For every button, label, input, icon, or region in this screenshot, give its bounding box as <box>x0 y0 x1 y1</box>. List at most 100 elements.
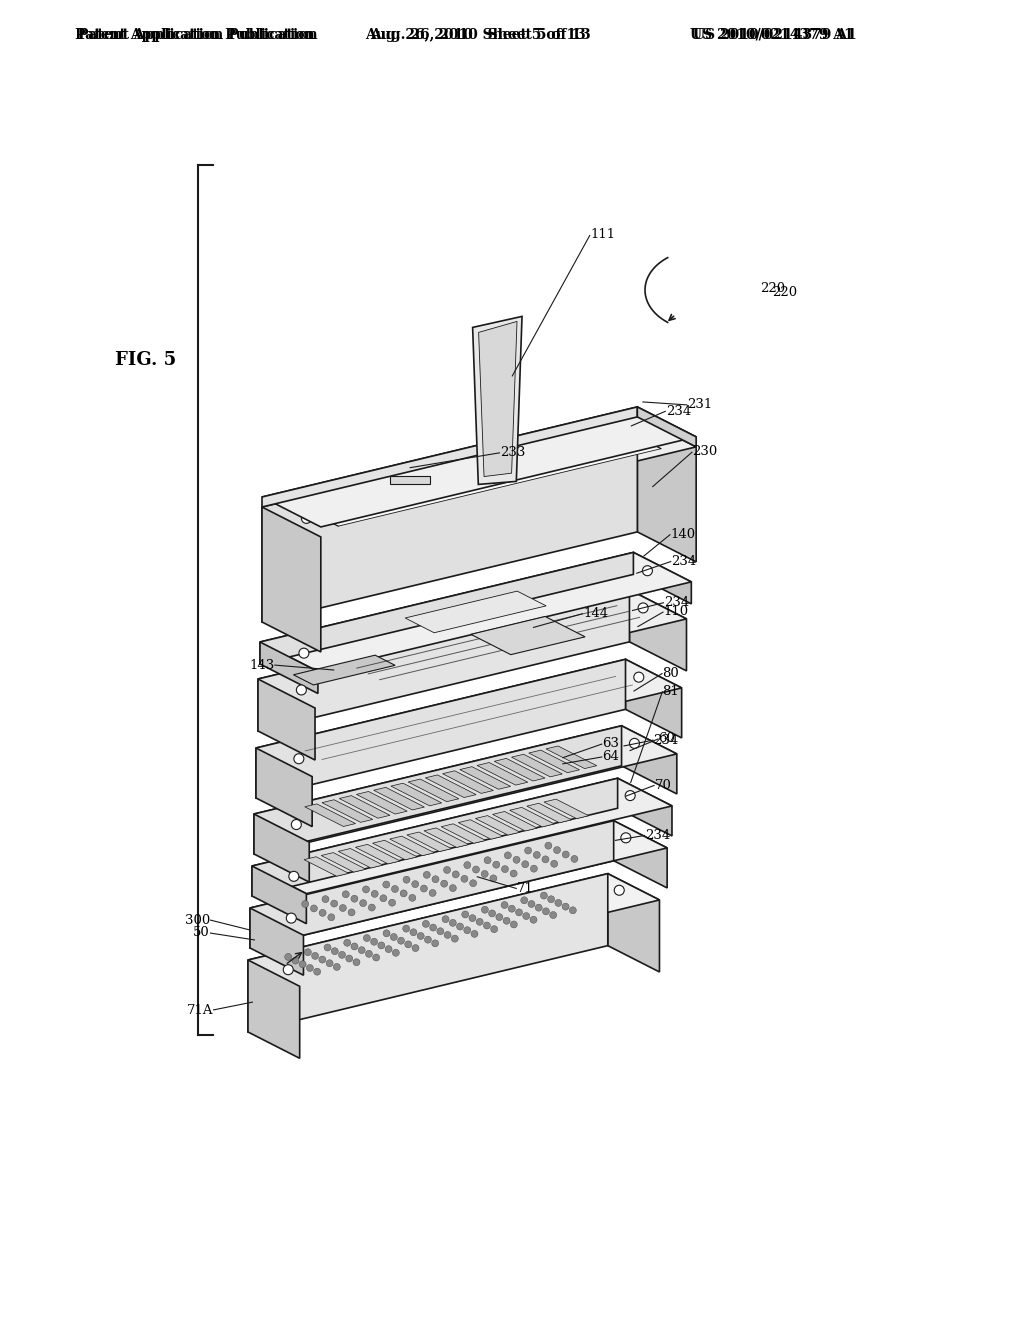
Circle shape <box>294 754 304 764</box>
Text: 234: 234 <box>664 597 689 609</box>
Polygon shape <box>406 591 546 632</box>
Circle shape <box>313 968 321 975</box>
Circle shape <box>366 950 373 957</box>
Circle shape <box>569 907 577 913</box>
Circle shape <box>353 958 360 966</box>
Polygon shape <box>258 590 630 731</box>
Polygon shape <box>544 799 589 818</box>
Circle shape <box>453 871 459 878</box>
Circle shape <box>461 875 468 882</box>
Circle shape <box>642 566 652 576</box>
Polygon shape <box>262 417 637 622</box>
Polygon shape <box>630 590 686 671</box>
Circle shape <box>311 953 318 960</box>
Text: 234: 234 <box>653 734 679 747</box>
Circle shape <box>536 904 542 911</box>
Circle shape <box>489 875 497 882</box>
Text: 71A: 71A <box>186 1003 213 1016</box>
Polygon shape <box>391 783 441 805</box>
Polygon shape <box>355 845 400 863</box>
Polygon shape <box>613 821 668 888</box>
Circle shape <box>344 940 350 946</box>
Text: 144: 144 <box>583 607 608 620</box>
Circle shape <box>380 895 387 902</box>
Circle shape <box>310 906 317 912</box>
Polygon shape <box>339 796 390 818</box>
Circle shape <box>614 886 625 895</box>
Circle shape <box>562 903 569 909</box>
Circle shape <box>464 862 471 869</box>
Circle shape <box>285 953 292 961</box>
Circle shape <box>555 899 562 907</box>
Circle shape <box>326 960 333 966</box>
Circle shape <box>621 833 631 843</box>
Text: 233: 233 <box>500 446 525 459</box>
Polygon shape <box>250 821 668 936</box>
Circle shape <box>289 871 299 882</box>
Polygon shape <box>250 821 613 948</box>
Polygon shape <box>407 832 452 851</box>
Polygon shape <box>626 659 682 738</box>
Circle shape <box>318 956 326 964</box>
Circle shape <box>505 851 511 859</box>
Circle shape <box>430 924 436 931</box>
Polygon shape <box>617 779 672 836</box>
Circle shape <box>402 925 410 932</box>
Circle shape <box>534 851 541 858</box>
Circle shape <box>503 917 510 924</box>
Polygon shape <box>260 642 317 693</box>
Polygon shape <box>634 552 691 603</box>
Circle shape <box>530 865 538 873</box>
Polygon shape <box>260 552 634 664</box>
Polygon shape <box>528 750 580 772</box>
Polygon shape <box>475 816 520 836</box>
Circle shape <box>423 871 430 878</box>
Circle shape <box>510 921 517 928</box>
Text: US 2010/0214379 A1: US 2010/0214379 A1 <box>690 28 854 42</box>
Circle shape <box>548 896 555 903</box>
Circle shape <box>432 940 438 946</box>
Text: 234: 234 <box>671 554 696 568</box>
Text: 80: 80 <box>663 667 679 680</box>
Circle shape <box>493 861 500 869</box>
Polygon shape <box>373 841 417 859</box>
Polygon shape <box>409 779 459 801</box>
Polygon shape <box>294 655 395 685</box>
Circle shape <box>476 919 483 925</box>
Circle shape <box>331 900 338 907</box>
Circle shape <box>371 939 378 945</box>
Circle shape <box>287 913 296 923</box>
Circle shape <box>339 904 346 912</box>
Circle shape <box>443 866 451 874</box>
Circle shape <box>542 855 549 863</box>
Polygon shape <box>493 812 538 832</box>
Circle shape <box>471 931 478 937</box>
Polygon shape <box>608 874 659 972</box>
Circle shape <box>528 900 535 907</box>
Circle shape <box>301 513 311 523</box>
Circle shape <box>292 820 301 829</box>
Circle shape <box>403 876 410 883</box>
Polygon shape <box>442 771 494 793</box>
Circle shape <box>481 870 488 878</box>
Polygon shape <box>250 908 303 975</box>
Circle shape <box>521 861 528 867</box>
Circle shape <box>322 896 329 903</box>
Polygon shape <box>254 726 622 854</box>
Circle shape <box>397 937 404 944</box>
Text: Patent Application Publication: Patent Application Publication <box>78 28 317 42</box>
Polygon shape <box>356 792 408 814</box>
Polygon shape <box>305 804 355 826</box>
Polygon shape <box>262 407 696 527</box>
Circle shape <box>530 916 537 923</box>
Circle shape <box>306 965 313 972</box>
Circle shape <box>521 896 527 904</box>
Circle shape <box>302 900 308 908</box>
Circle shape <box>440 880 447 887</box>
Circle shape <box>388 899 395 907</box>
Polygon shape <box>258 590 686 708</box>
Circle shape <box>351 895 358 902</box>
Circle shape <box>404 941 412 948</box>
Circle shape <box>378 942 385 949</box>
Circle shape <box>551 861 558 867</box>
